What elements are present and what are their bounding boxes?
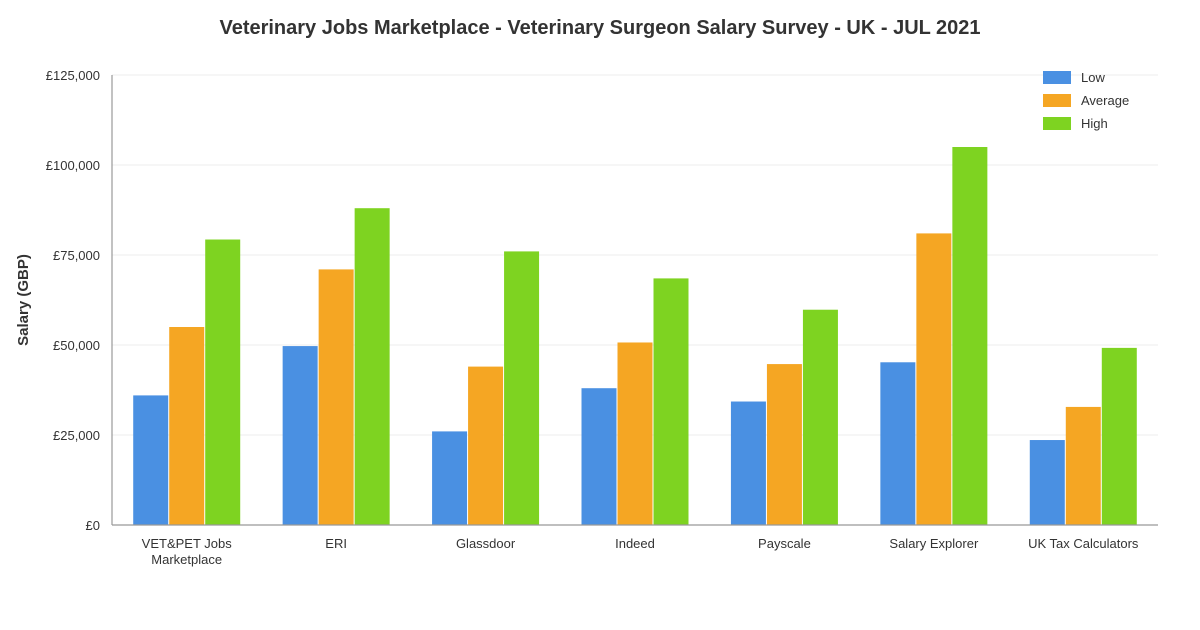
y-tick-label: £50,000 xyxy=(53,338,100,353)
bar-average-0[interactable] xyxy=(169,327,205,525)
legend[interactable]: Low Average High xyxy=(1043,70,1129,131)
x-tick-label-line: Payscale xyxy=(758,536,811,551)
bar-average-4[interactable] xyxy=(766,364,802,525)
bar-high-1[interactable] xyxy=(354,208,390,525)
chart-title: Veterinary Jobs Marketplace - Veterinary… xyxy=(219,17,980,39)
bar-low-1[interactable] xyxy=(282,346,318,525)
bar-high-4[interactable] xyxy=(802,309,838,525)
y-tick-label: £75,000 xyxy=(53,248,100,263)
y-tick-label: £125,000 xyxy=(46,68,100,83)
x-tick-label-line: Marketplace xyxy=(151,552,222,567)
x-tick-label: ERI xyxy=(325,536,347,551)
bar-low-5[interactable] xyxy=(880,362,916,525)
bar-low-6[interactable] xyxy=(1029,440,1065,525)
legend-label-average[interactable]: Average xyxy=(1081,93,1129,108)
y-axis-ticks: £0 £25,000 £50,000 £75,000 £100,000 £125,000 xyxy=(46,68,100,533)
bar-low-0[interactable] xyxy=(133,395,169,525)
bar-high-2[interactable] xyxy=(504,251,540,525)
x-tick-label-line: Indeed xyxy=(615,536,655,551)
legend-label-high[interactable]: High xyxy=(1081,116,1108,131)
x-tick-label: Payscale xyxy=(758,536,811,551)
y-tick-label: £0 xyxy=(86,518,100,533)
bar-low-4[interactable] xyxy=(730,401,766,525)
x-tick-label: Indeed xyxy=(615,536,655,551)
legend-swatch-average[interactable] xyxy=(1043,94,1071,107)
y-tick-label: £25,000 xyxy=(53,428,100,443)
bar-high-0[interactable] xyxy=(205,239,241,525)
legend-swatch-low[interactable] xyxy=(1043,71,1071,84)
x-tick-label: UK Tax Calculators xyxy=(1028,536,1139,551)
x-tick-label: Salary Explorer xyxy=(889,536,979,551)
x-tick-label: Glassdoor xyxy=(456,536,516,551)
x-tick-label-line: UK Tax Calculators xyxy=(1028,536,1139,551)
bar-average-5[interactable] xyxy=(916,233,952,525)
bar-high-5[interactable] xyxy=(952,147,988,525)
x-tick-label-line: Salary Explorer xyxy=(889,536,979,551)
x-tick-label-line: ERI xyxy=(325,536,347,551)
bar-low-3[interactable] xyxy=(581,388,617,525)
bar-low-2[interactable] xyxy=(432,431,468,525)
bar-average-2[interactable] xyxy=(468,366,504,525)
x-tick-label: VET&PET Jobs Marketplace xyxy=(142,536,233,567)
bars xyxy=(133,147,1137,525)
bar-high-6[interactable] xyxy=(1101,347,1137,525)
bar-average-6[interactable] xyxy=(1065,406,1101,525)
y-tick-label: £100,000 xyxy=(46,158,100,173)
bar-average-3[interactable] xyxy=(617,342,653,525)
bar-high-3[interactable] xyxy=(653,278,689,525)
x-tick-label-line: Glassdoor xyxy=(456,536,516,551)
y-axis-label: Salary (GBP) xyxy=(15,254,32,346)
x-tick-label-line: VET&PET Jobs xyxy=(142,536,233,551)
bar-average-1[interactable] xyxy=(318,269,354,525)
x-axis-labels: VET&PET Jobs Marketplace ERI Glassdoor Indee… xyxy=(142,536,1139,567)
legend-swatch-high[interactable] xyxy=(1043,117,1071,130)
legend-label-low[interactable]: Low xyxy=(1081,70,1105,85)
